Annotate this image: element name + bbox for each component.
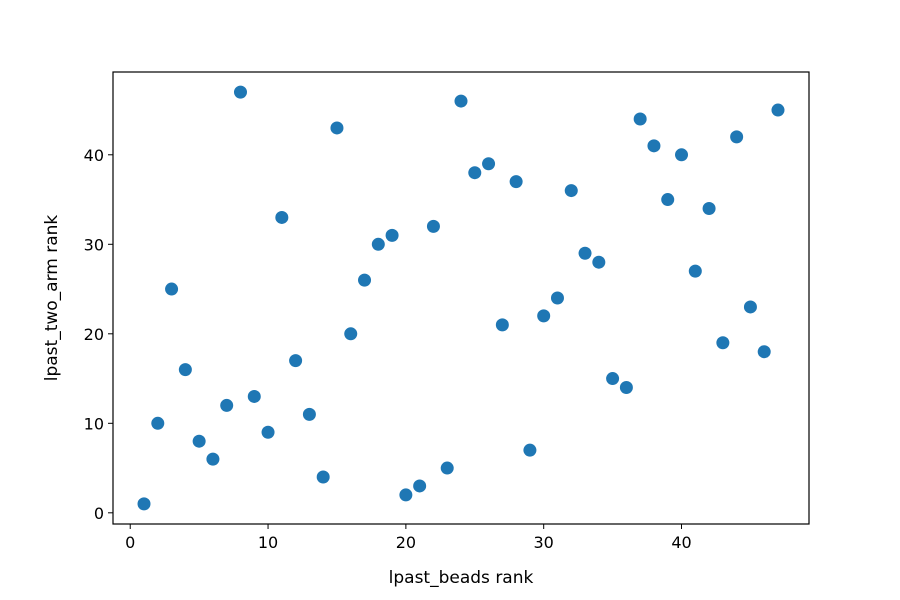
data-point [137, 497, 151, 511]
data-point [275, 210, 289, 224]
x-axis-label: lpast_beads rank [389, 568, 534, 588]
data-point [316, 470, 330, 484]
data-point [385, 228, 399, 242]
data-point [468, 166, 482, 180]
data-point [564, 184, 578, 198]
data-point [289, 354, 303, 368]
x-tick-label: 0 [125, 533, 135, 552]
data-point [233, 85, 247, 99]
data-point [730, 130, 744, 144]
points-layer [137, 85, 785, 511]
plot-frame [112, 71, 810, 525]
data-point [537, 309, 551, 323]
data-point [371, 237, 385, 251]
data-point [440, 461, 454, 475]
data-point [247, 389, 261, 403]
x-tick-label: 20 [396, 533, 416, 552]
data-point [647, 139, 661, 153]
data-point [771, 103, 785, 117]
data-point [151, 416, 165, 430]
data-point [220, 398, 234, 412]
data-point [550, 291, 564, 305]
data-point [495, 318, 509, 332]
data-point [192, 434, 206, 448]
data-point [633, 112, 647, 126]
data-point [523, 443, 537, 457]
data-point [661, 193, 675, 207]
x-tick-label: 10 [258, 533, 278, 552]
y-tick-label: 30 [84, 235, 104, 254]
data-point [330, 121, 344, 135]
y-axis-label: lpast_two_arm rank [42, 215, 62, 382]
data-point [426, 219, 440, 233]
y-axis-ticks: 0 10 20 30 40 [84, 146, 113, 523]
data-point [261, 425, 275, 439]
data-point [206, 452, 220, 466]
data-point [454, 94, 468, 108]
data-point [344, 327, 358, 341]
data-point [578, 246, 592, 260]
data-point [358, 273, 372, 287]
data-point [509, 175, 523, 189]
data-point [592, 255, 606, 269]
data-point [606, 372, 620, 386]
data-point [165, 282, 179, 296]
data-point [482, 157, 496, 171]
data-point [757, 345, 771, 359]
x-tick-label: 40 [671, 533, 691, 552]
data-point [675, 148, 689, 162]
data-point [413, 479, 427, 493]
x-axis-ticks: 0 10 20 30 40 [125, 524, 692, 552]
y-tick-label: 20 [84, 325, 104, 344]
x-tick-label: 30 [534, 533, 554, 552]
data-point [619, 381, 633, 394]
data-point [688, 264, 702, 278]
data-point [702, 202, 716, 215]
data-point [743, 300, 757, 314]
y-tick-label: 10 [84, 414, 104, 433]
y-tick-label: 0 [94, 504, 104, 523]
data-point [399, 488, 413, 502]
data-point [302, 407, 316, 421]
y-tick-label: 40 [84, 146, 104, 165]
data-point [716, 336, 730, 350]
data-point [178, 363, 192, 377]
